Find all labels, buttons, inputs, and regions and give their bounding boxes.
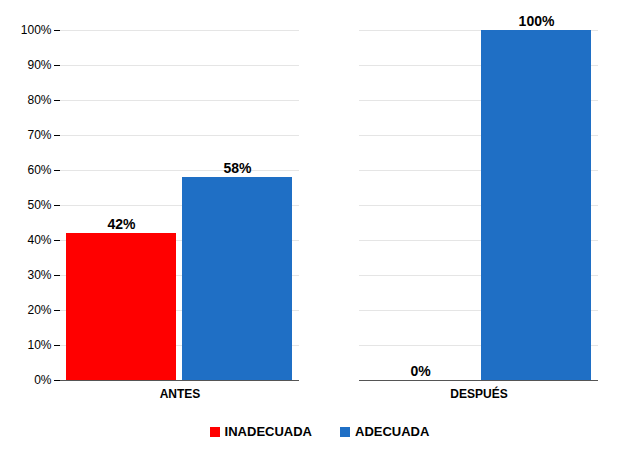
svg-text:30%: 30% <box>27 268 51 282</box>
svg-text:70%: 70% <box>27 128 51 142</box>
svg-text:58%: 58% <box>223 160 252 176</box>
svg-text:60%: 60% <box>27 163 51 177</box>
svg-text:ANTES: ANTES <box>160 387 201 401</box>
svg-text:10%: 10% <box>27 338 51 352</box>
svg-text:0%: 0% <box>34 373 52 387</box>
html-text:INADECUADA: INADECUADA <box>224 424 312 439</box>
svg-text:80%: 80% <box>27 93 51 107</box>
svg-text:100%: 100% <box>519 13 555 29</box>
svg-text:20%: 20% <box>27 303 51 317</box>
svg-text:DESPUÉS: DESPUÉS <box>450 386 507 401</box>
svg-text:50%: 50% <box>27 198 51 212</box>
svg-text:0%: 0% <box>410 363 431 379</box>
svg-text:90%: 90% <box>27 58 51 72</box>
html-text:ADECUADA: ADECUADA <box>355 424 430 439</box>
svg-text:100%: 100% <box>21 23 52 37</box>
svg-text:40%: 40% <box>27 233 51 247</box>
svg-text:42%: 42% <box>107 216 136 232</box>
